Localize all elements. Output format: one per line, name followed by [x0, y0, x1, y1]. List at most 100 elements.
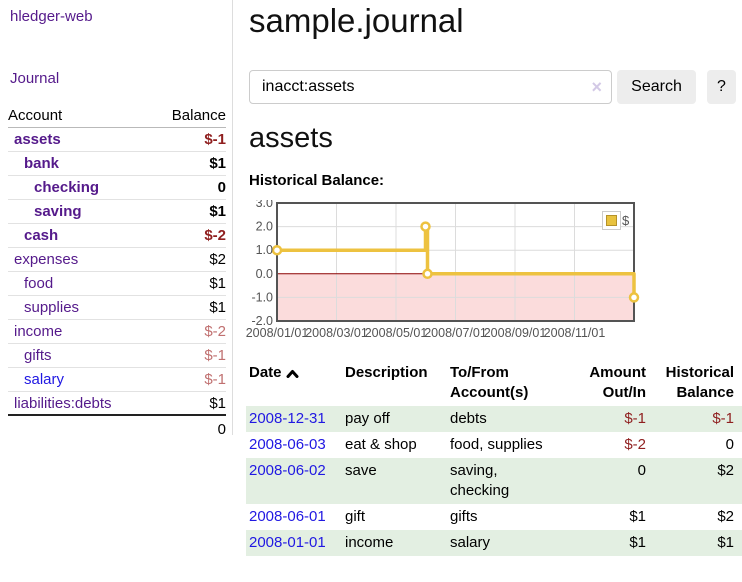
account-row-saving: saving $1	[8, 200, 226, 224]
account-heading: assets	[249, 122, 333, 154]
transaction-accounts: food, supplies	[450, 436, 543, 453]
transaction-date-link[interactable]: 2008-01-01	[249, 534, 326, 551]
transaction-accounts: saving, checking	[450, 462, 510, 499]
transaction-balance: $2	[717, 462, 734, 479]
svg-text:2008/07/01: 2008/07/01	[424, 326, 487, 340]
transaction-date-link[interactable]: 2008-12-31	[249, 410, 326, 427]
svg-text:3.0: 3.0	[256, 200, 273, 210]
tofrom-column-header: To/From Account(s)	[450, 364, 529, 401]
transaction-balance: $-1	[712, 410, 734, 427]
account-link[interactable]: cash	[24, 227, 59, 244]
transaction-description: save	[345, 462, 377, 479]
transaction-description: gift	[345, 508, 366, 525]
account-balance: 0	[217, 179, 226, 196]
account-link[interactable]: assets	[14, 131, 61, 148]
help-button[interactable]: ?	[707, 70, 736, 104]
account-balance: $-2	[204, 227, 226, 244]
transaction-date-link[interactable]: 2008-06-02	[249, 462, 326, 479]
account-row-cash: cash $-2	[8, 224, 226, 248]
transaction-date-link[interactable]: 2008-06-01	[249, 508, 326, 525]
svg-text:2.0: 2.0	[256, 220, 273, 234]
chart-legend: $	[602, 211, 630, 230]
account-row-checking: checking 0	[8, 176, 226, 200]
chevron-up-icon	[286, 364, 299, 384]
transaction-balance: 0	[725, 436, 734, 453]
historical-balance-column-header: Historical Balance	[665, 364, 734, 401]
account-row-bank: bank $1	[8, 152, 226, 176]
date-header-label: Date	[249, 364, 282, 381]
account-balance: $-1	[204, 371, 226, 388]
account-balance: $1	[209, 299, 226, 316]
transaction-balance: $1	[717, 534, 734, 551]
svg-text:1.0: 1.0	[256, 243, 273, 257]
transaction-amount: $1	[629, 534, 646, 551]
account-balance: $-2	[204, 323, 226, 340]
account-link[interactable]: expenses	[14, 251, 79, 268]
transaction-date-link[interactable]: 2008-06-03	[249, 436, 326, 453]
account-balance: $1	[209, 394, 226, 412]
transaction-row: 2008-06-02 save saving, checking 0 $2	[246, 458, 742, 504]
account-balance: $1	[209, 203, 226, 220]
account-row-supplies: supplies $1	[8, 296, 226, 320]
register-header-row: Date Description To/From Account(s) Amoun…	[246, 360, 742, 406]
account-balance: $1	[209, 275, 226, 292]
transaction-amount: 0	[637, 462, 646, 479]
transaction-description: pay off	[345, 410, 390, 427]
legend-swatch-icon	[606, 215, 617, 226]
transaction-amount: $1	[629, 508, 646, 525]
description-column-header: Description	[345, 364, 428, 381]
svg-text:0.0: 0.0	[256, 267, 273, 281]
account-link[interactable]: bank	[24, 155, 60, 172]
svg-text:-1.0: -1.0	[251, 290, 273, 304]
transaction-accounts: salary	[450, 534, 491, 551]
transaction-row: 2008-06-01 gift gifts $1 $2	[246, 504, 742, 530]
clear-search-icon[interactable]: ×	[591, 77, 602, 97]
account-row-food: food $1	[8, 272, 226, 296]
account-balance: $-1	[204, 131, 226, 148]
accounts-total-value: 0	[217, 420, 226, 438]
account-link[interactable]: supplies	[24, 299, 80, 316]
transaction-row: 2008-01-01 income salary $1 $1	[246, 530, 742, 556]
data-point-markers	[271, 221, 640, 303]
accounts-total-row: 0	[8, 416, 226, 442]
app-brand-link[interactable]: hledger-web	[10, 8, 93, 25]
search-input[interactable]	[249, 70, 612, 104]
svg-text:2008/11/01: 2008/11/01	[544, 326, 606, 340]
account-link[interactable]: saving	[34, 203, 82, 220]
transaction-row: 2008-06-03 eat & shop food, supplies $-2…	[246, 432, 742, 458]
transaction-balance: $2	[717, 508, 734, 525]
plot-border	[276, 202, 635, 322]
account-link[interactable]: income	[14, 323, 63, 340]
account-link[interactable]: salary	[24, 371, 65, 388]
sidebar-item-journal[interactable]: Journal	[10, 70, 60, 87]
account-balance: $1	[209, 155, 226, 172]
y-axis-labels: 3.0 2.0 1.0 0.0 -1.0 -2.0	[251, 200, 273, 328]
balance-column-header: Balance	[171, 107, 226, 124]
svg-text:2008/01/01: 2008/01/01	[246, 326, 308, 340]
page-title: sample.journal	[249, 2, 464, 39]
transaction-amount: $-1	[624, 410, 646, 427]
account-row-expenses: expenses $2	[8, 248, 226, 272]
account-row-assets: assets $-1	[8, 128, 226, 152]
search-button[interactable]: Search	[617, 70, 696, 104]
transaction-accounts: debts	[450, 410, 487, 427]
account-link[interactable]: checking	[34, 179, 100, 196]
x-axis-labels: 2008/01/01 2008/03/01 2008/05/01 2008/07…	[246, 326, 605, 340]
svg-text:2008/05/01: 2008/05/01	[365, 326, 428, 340]
account-row-gifts: gifts $-1	[8, 344, 226, 368]
svg-text:-2.0: -2.0	[251, 314, 273, 328]
account-row-salary: salary $-1	[8, 368, 226, 392]
date-column-header[interactable]: Date	[246, 360, 345, 387]
svg-text:2008/03/01: 2008/03/01	[305, 326, 368, 340]
chart-heading: Historical Balance:	[249, 172, 385, 189]
account-row-income: income $-2	[8, 320, 226, 344]
svg-text:2008/09/01: 2008/09/01	[484, 326, 547, 340]
account-link[interactable]: food	[24, 275, 54, 292]
account-row-liabilities-debts: liabilities:debts $1	[8, 392, 226, 416]
account-link[interactable]: liabilities:debts	[14, 394, 112, 412]
accounts-table-header: Account Balance	[8, 104, 226, 128]
account-link[interactable]: gifts	[24, 347, 52, 364]
transaction-accounts: gifts	[450, 508, 478, 525]
accounts-table: Account Balance assets $-1 bank $1 check…	[8, 104, 226, 442]
transaction-amount: $-2	[624, 436, 646, 453]
